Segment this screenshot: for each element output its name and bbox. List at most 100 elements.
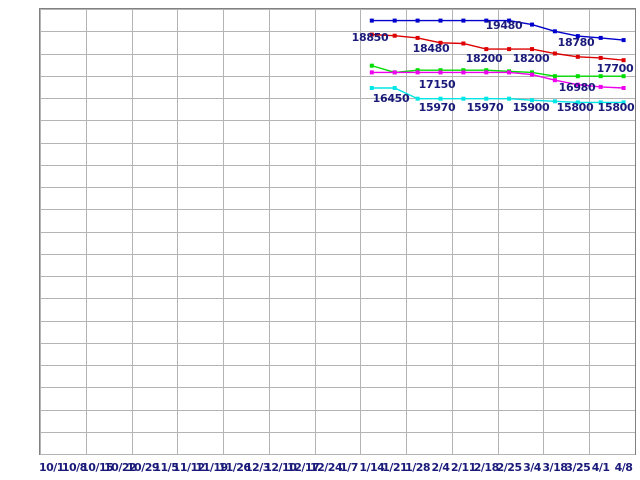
x-axis-tick-label: 12/24 xyxy=(309,461,343,474)
data-value-label: 15970 xyxy=(418,101,456,114)
series-cyan-marker xyxy=(621,100,626,105)
gridline-horizontal xyxy=(40,53,635,55)
series-cyan xyxy=(369,86,626,105)
series-blue-line xyxy=(371,19,624,41)
series-red-marker xyxy=(484,47,489,52)
series-blue-marker xyxy=(507,18,512,23)
series-cyan-marker xyxy=(507,96,512,101)
x-axis-tick-label: 4/8 xyxy=(614,461,633,474)
series-blue-marker xyxy=(369,18,374,23)
x-axis-tick-label: 1/21 xyxy=(382,461,408,474)
gridline-vertical xyxy=(40,9,41,454)
gridline-vertical xyxy=(223,9,224,454)
series-cyan-marker xyxy=(552,99,557,104)
gridline-horizontal xyxy=(40,98,635,99)
gridline-horizontal xyxy=(40,365,635,366)
gridline-horizontal xyxy=(40,298,635,300)
series-green-marker xyxy=(552,74,557,79)
series-magenta-marker xyxy=(575,82,580,87)
series-green xyxy=(369,63,626,79)
plot-area xyxy=(39,8,636,455)
x-axis-tick-label: 11/26 xyxy=(218,461,251,474)
gridline-horizontal xyxy=(40,320,635,322)
series-red-marker xyxy=(507,47,512,52)
series-magenta-marker xyxy=(598,84,603,89)
x-axis-tick-label: 2/18 xyxy=(473,461,499,474)
series-cyan-marker xyxy=(369,86,374,90)
series-magenta-marker xyxy=(484,70,489,75)
series-cyan-marker xyxy=(392,86,397,90)
series-green-marker xyxy=(530,70,534,75)
gridline-horizontal xyxy=(40,231,635,233)
gridline-vertical xyxy=(269,9,270,454)
data-value-label: 18200 xyxy=(465,52,503,65)
gridline-horizontal xyxy=(40,9,635,10)
series-magenta-marker xyxy=(621,86,626,90)
x-axis-tick-label: 12/3 xyxy=(244,461,270,474)
gridline-vertical xyxy=(452,9,453,454)
gridline-vertical xyxy=(132,9,133,454)
series-blue-marker xyxy=(530,22,534,27)
series-red-marker xyxy=(621,58,626,63)
gridline-vertical xyxy=(86,9,87,454)
data-value-label: 18480 xyxy=(412,42,450,55)
gridline-vertical xyxy=(315,9,316,454)
x-axis-tick-label: 4/1 xyxy=(591,461,610,474)
data-value-label: 18200 xyxy=(512,52,550,65)
gridline-vertical xyxy=(543,9,544,454)
series-magenta-marker xyxy=(415,70,420,75)
series-green-marker xyxy=(621,74,626,79)
series-green-marker xyxy=(461,68,466,73)
series-cyan-marker xyxy=(575,100,580,105)
x-axis-tick-label: 11/12 xyxy=(172,461,206,474)
gridline-horizontal xyxy=(40,454,635,455)
gridline-horizontal xyxy=(40,276,635,277)
x-axis-tick-label: 1/28 xyxy=(405,461,431,474)
series-magenta xyxy=(369,70,626,90)
series-green-marker xyxy=(575,74,580,79)
series-red-marker xyxy=(552,51,557,56)
series-cyan-marker xyxy=(484,96,489,101)
data-value-label: 15900 xyxy=(512,101,550,114)
series-cyan-marker xyxy=(415,96,420,101)
gridline-vertical xyxy=(589,9,590,454)
gridline-horizontal xyxy=(40,120,635,122)
data-value-label: 18850 xyxy=(351,31,389,44)
data-value-label: 15970 xyxy=(466,101,504,114)
x-axis-tick-label: 3/4 xyxy=(523,461,541,474)
data-value-label: 17700 xyxy=(596,62,634,75)
data-value-label: 15800 xyxy=(556,101,594,114)
x-axis-tick-label: 3/25 xyxy=(565,461,591,474)
x-axis-tick-label: 1/7 xyxy=(340,461,358,474)
series-magenta-line xyxy=(371,71,624,89)
series-red-marker xyxy=(392,33,397,38)
series-magenta-marker xyxy=(438,70,443,75)
data-value-label: 16450 xyxy=(372,92,410,105)
series-blue-marker xyxy=(438,18,443,23)
gridline-vertical xyxy=(498,9,499,454)
series-magenta-marker xyxy=(552,78,557,83)
x-axis-tick-label: 1/14 xyxy=(359,461,385,474)
series-cyan-marker xyxy=(461,96,466,101)
data-value-label: 18780 xyxy=(557,36,595,49)
series-blue xyxy=(369,18,626,43)
x-axis-tick-label: 2/4 xyxy=(431,461,450,474)
data-value-label: 19480 xyxy=(485,19,523,32)
gridline-horizontal xyxy=(40,387,635,389)
series-magenta-marker xyxy=(507,70,512,75)
series-blue-marker xyxy=(392,18,397,23)
series-blue-marker xyxy=(415,18,420,23)
x-axis-tick-label: 10/22 xyxy=(104,461,137,474)
gridline-horizontal xyxy=(40,31,635,33)
data-value-label: 15800 xyxy=(597,101,635,114)
x-axis-tick-label: 3/18 xyxy=(542,461,568,474)
series-magenta-marker xyxy=(392,70,397,75)
series-green-marker xyxy=(598,74,603,79)
series-green-marker xyxy=(415,68,420,73)
series-red-marker xyxy=(461,41,466,46)
series-green-marker xyxy=(484,68,489,73)
series-cyan-line xyxy=(371,87,624,104)
x-axis-tick-label: 11/19 xyxy=(195,461,229,474)
